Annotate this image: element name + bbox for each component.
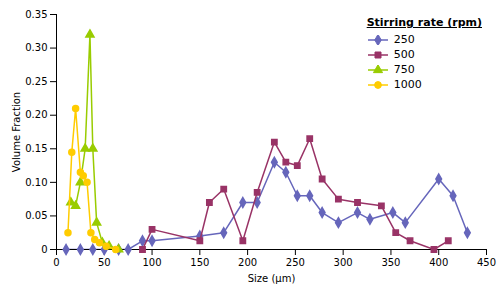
svg-text:Size (μm): Size (μm) [248, 273, 296, 284]
svg-text:200: 200 [238, 257, 257, 268]
svg-text:450: 450 [477, 257, 496, 268]
svg-text:150: 150 [190, 257, 209, 268]
svg-text:400: 400 [429, 257, 448, 268]
svg-text:0: 0 [41, 244, 47, 255]
svg-text:300: 300 [334, 257, 353, 268]
svg-text:0.05: 0.05 [25, 210, 47, 221]
html-text:500: 500 [393, 48, 415, 61]
svg-text:100: 100 [143, 257, 162, 268]
svg-text:0.10: 0.10 [25, 177, 47, 188]
svg-text:50: 50 [98, 257, 111, 268]
html-text:250: 250 [393, 33, 415, 46]
svg-text:0.15: 0.15 [25, 143, 47, 154]
svg-text:0: 0 [53, 257, 59, 268]
svg-text:0.35: 0.35 [25, 9, 47, 20]
svg-text:0.20: 0.20 [25, 109, 47, 120]
svg-text:Volume Fraction: Volume Fraction [11, 92, 22, 172]
html-text:Stirring rate (rpm): Stirring rate (rpm) [366, 16, 482, 29]
svg-text:0.30: 0.30 [25, 42, 47, 53]
html-text:750: 750 [393, 63, 415, 76]
svg-text:350: 350 [381, 257, 400, 268]
html-text:1000: 1000 [393, 78, 422, 91]
svg-text:250: 250 [286, 257, 305, 268]
svg-text:0.25: 0.25 [25, 76, 47, 87]
